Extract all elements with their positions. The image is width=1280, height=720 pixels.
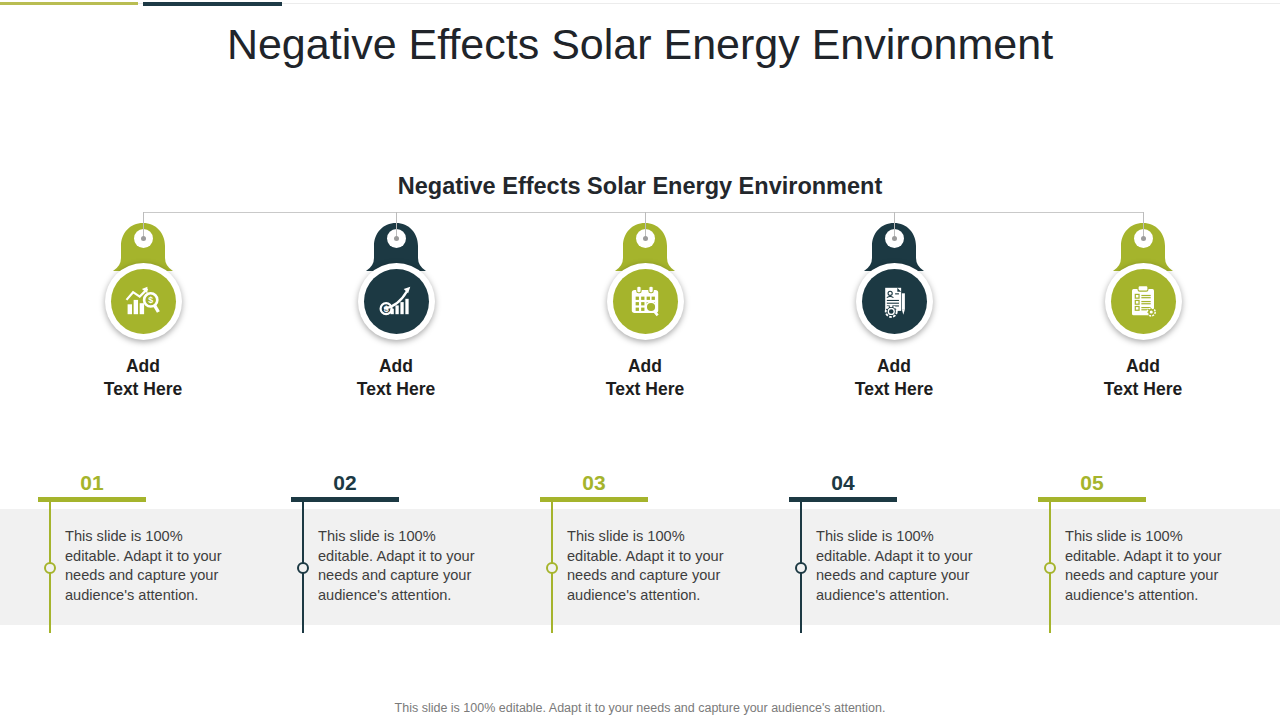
step-marker-ring	[44, 562, 56, 574]
slide: Negative Effects Solar Energy Environmen…	[0, 0, 1280, 720]
step-number-underline	[291, 497, 399, 502]
step-4: 04 This slide is 100% editable. Adapt it…	[769, 0, 1019, 720]
step-number: 05	[1038, 472, 1146, 493]
step-5: 05 This slide is 100% editable. Adapt it…	[1018, 0, 1268, 720]
step-description[interactable]: This slide is 100% editable. Adapt it to…	[567, 527, 752, 605]
step-number-underline	[789, 497, 897, 502]
step-marker-ring	[546, 562, 558, 574]
step-number-underline	[1038, 497, 1146, 502]
step-3: 03 This slide is 100% editable. Adapt it…	[520, 0, 770, 720]
step-number: 01	[38, 472, 146, 493]
step-description[interactable]: This slide is 100% editable. Adapt it to…	[65, 527, 250, 605]
step-marker-ring	[795, 562, 807, 574]
step-description[interactable]: This slide is 100% editable. Adapt it to…	[1065, 527, 1250, 605]
step-number: 02	[291, 472, 399, 493]
step-2: 02 This slide is 100% editable. Adapt it…	[271, 0, 521, 720]
step-marker-ring	[297, 562, 309, 574]
step-description[interactable]: This slide is 100% editable. Adapt it to…	[816, 527, 1001, 605]
step-marker-ring	[1044, 562, 1056, 574]
step-number-underline	[540, 497, 648, 502]
step-number: 04	[789, 472, 897, 493]
step-description[interactable]: This slide is 100% editable. Adapt it to…	[318, 527, 503, 605]
step-number-underline	[38, 497, 146, 502]
step-number: 03	[540, 472, 648, 493]
step-1: 01 This slide is 100% editable. Adapt it…	[18, 0, 268, 720]
